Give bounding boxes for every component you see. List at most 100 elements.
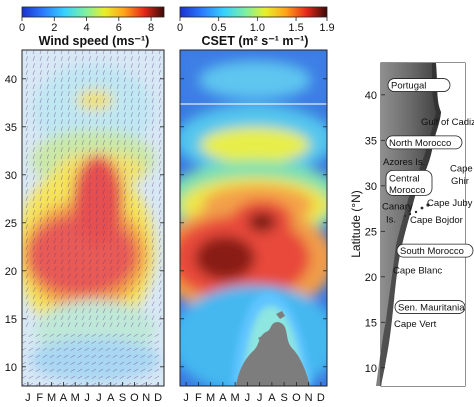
wind-arrow	[126, 347, 132, 351]
wind-arrow	[158, 119, 161, 125]
wind-arrow	[123, 294, 127, 300]
wind-arrow	[137, 126, 140, 132]
wind-arrow	[144, 105, 147, 111]
wind-arrow	[144, 126, 147, 132]
wind-arrow	[95, 280, 99, 286]
wind-arrow	[88, 133, 91, 139]
wind-y-ticks: 10 15 20 25 30 35 40	[5, 74, 164, 374]
wind-arrow	[116, 133, 119, 139]
wind-arrow	[158, 322, 162, 328]
wind-arrow	[158, 287, 162, 293]
wind-arrow	[67, 294, 71, 300]
wind-arrow	[67, 322, 71, 328]
wind-arrow	[53, 259, 57, 265]
wind-arrow	[49, 340, 55, 344]
wind-arrow	[74, 119, 77, 125]
map-label: Canary	[382, 202, 413, 213]
wind-arrow	[60, 245, 63, 251]
wind-arrow	[109, 301, 113, 307]
wind-arrow	[116, 140, 119, 146]
wind-arrow	[46, 182, 49, 188]
wind-arrow	[74, 182, 77, 188]
wind-arrow	[56, 361, 62, 365]
wind-arrow	[158, 259, 162, 265]
wind-arrow	[88, 203, 91, 209]
wind-arrow	[28, 368, 34, 372]
wind-arrow	[60, 112, 63, 118]
wind-arrow	[32, 252, 36, 258]
wind-arrow	[144, 252, 148, 258]
wind-arrow	[32, 245, 35, 251]
wind-arrow	[109, 133, 112, 139]
wind-arrow	[151, 147, 154, 153]
wind-arrow	[95, 315, 99, 321]
wind-arrow	[102, 77, 105, 83]
wind-arrow	[25, 287, 29, 293]
wind-arrow	[39, 231, 42, 237]
wind-arrow	[25, 196, 28, 202]
wind-arrow	[67, 273, 71, 279]
wind-arrow	[151, 196, 154, 202]
wind-arrow	[46, 210, 49, 216]
wind-arrow	[95, 105, 98, 111]
map-label: Gulf of Cadiz	[421, 117, 474, 128]
wind-arrow	[81, 112, 84, 118]
wind-arrow	[116, 294, 120, 300]
map-label: North Morocco	[389, 138, 451, 149]
wind-arrow	[130, 147, 133, 153]
wind-arrow	[154, 354, 160, 358]
wind-arrow	[109, 238, 112, 244]
wind-colorbar: 0 2 4 6 8 Wind speed (ms⁻¹)	[19, 6, 165, 48]
map-label: South Morocco	[400, 246, 464, 257]
wind-arrow	[25, 98, 28, 104]
wind-arrow	[109, 224, 112, 230]
wind-arrow	[144, 280, 148, 286]
wind-arrow	[137, 175, 140, 181]
wind-arrow	[25, 273, 29, 279]
wind-arrow	[81, 245, 84, 251]
wind-arrow	[130, 175, 133, 181]
wind-arrow	[154, 368, 160, 372]
wind-arrow	[126, 382, 132, 386]
wind-arrow	[105, 333, 111, 337]
wind-arrow	[67, 259, 71, 265]
wind-arrow	[144, 217, 147, 223]
wind-arrow	[123, 189, 126, 195]
wind-arrow	[158, 133, 161, 139]
wind-arrow	[74, 133, 77, 139]
wind-arrow	[158, 203, 161, 209]
wind-arrow	[112, 354, 118, 358]
wind-arrow	[67, 231, 70, 237]
wind-arrow	[133, 361, 139, 365]
x-tick-label: M	[71, 392, 80, 404]
wind-arrow	[81, 140, 84, 146]
wind-arrow	[46, 196, 49, 202]
wind-arrow	[60, 231, 63, 237]
wind-arrow	[126, 361, 132, 365]
wind-arrow	[46, 231, 49, 237]
wind-arrow	[133, 368, 139, 372]
wind-arrow	[116, 147, 119, 153]
wind-arrow	[60, 175, 63, 181]
wind-arrow	[130, 70, 133, 76]
wind-arrow	[32, 56, 35, 62]
wind-arrow	[158, 308, 162, 314]
wind-arrow	[32, 301, 36, 307]
wind-arrow	[137, 287, 141, 293]
wind-arrow	[151, 210, 154, 216]
wind-arrow	[25, 308, 29, 314]
wind-arrow	[144, 63, 147, 69]
wind-arrow	[74, 322, 78, 328]
wind-arrow	[123, 147, 126, 153]
wind-arrow	[130, 189, 133, 195]
wind-arrow	[81, 56, 84, 62]
wind-arrow	[102, 210, 105, 216]
wind-arrow	[74, 70, 77, 76]
wind-arrow	[70, 361, 76, 365]
wind-arrow	[144, 84, 147, 90]
wind-arrow	[56, 340, 62, 344]
map-label-box	[385, 135, 463, 150]
wind-arrow	[32, 238, 35, 244]
x-tick-label: M	[206, 392, 215, 404]
wind-arrow	[130, 56, 133, 62]
